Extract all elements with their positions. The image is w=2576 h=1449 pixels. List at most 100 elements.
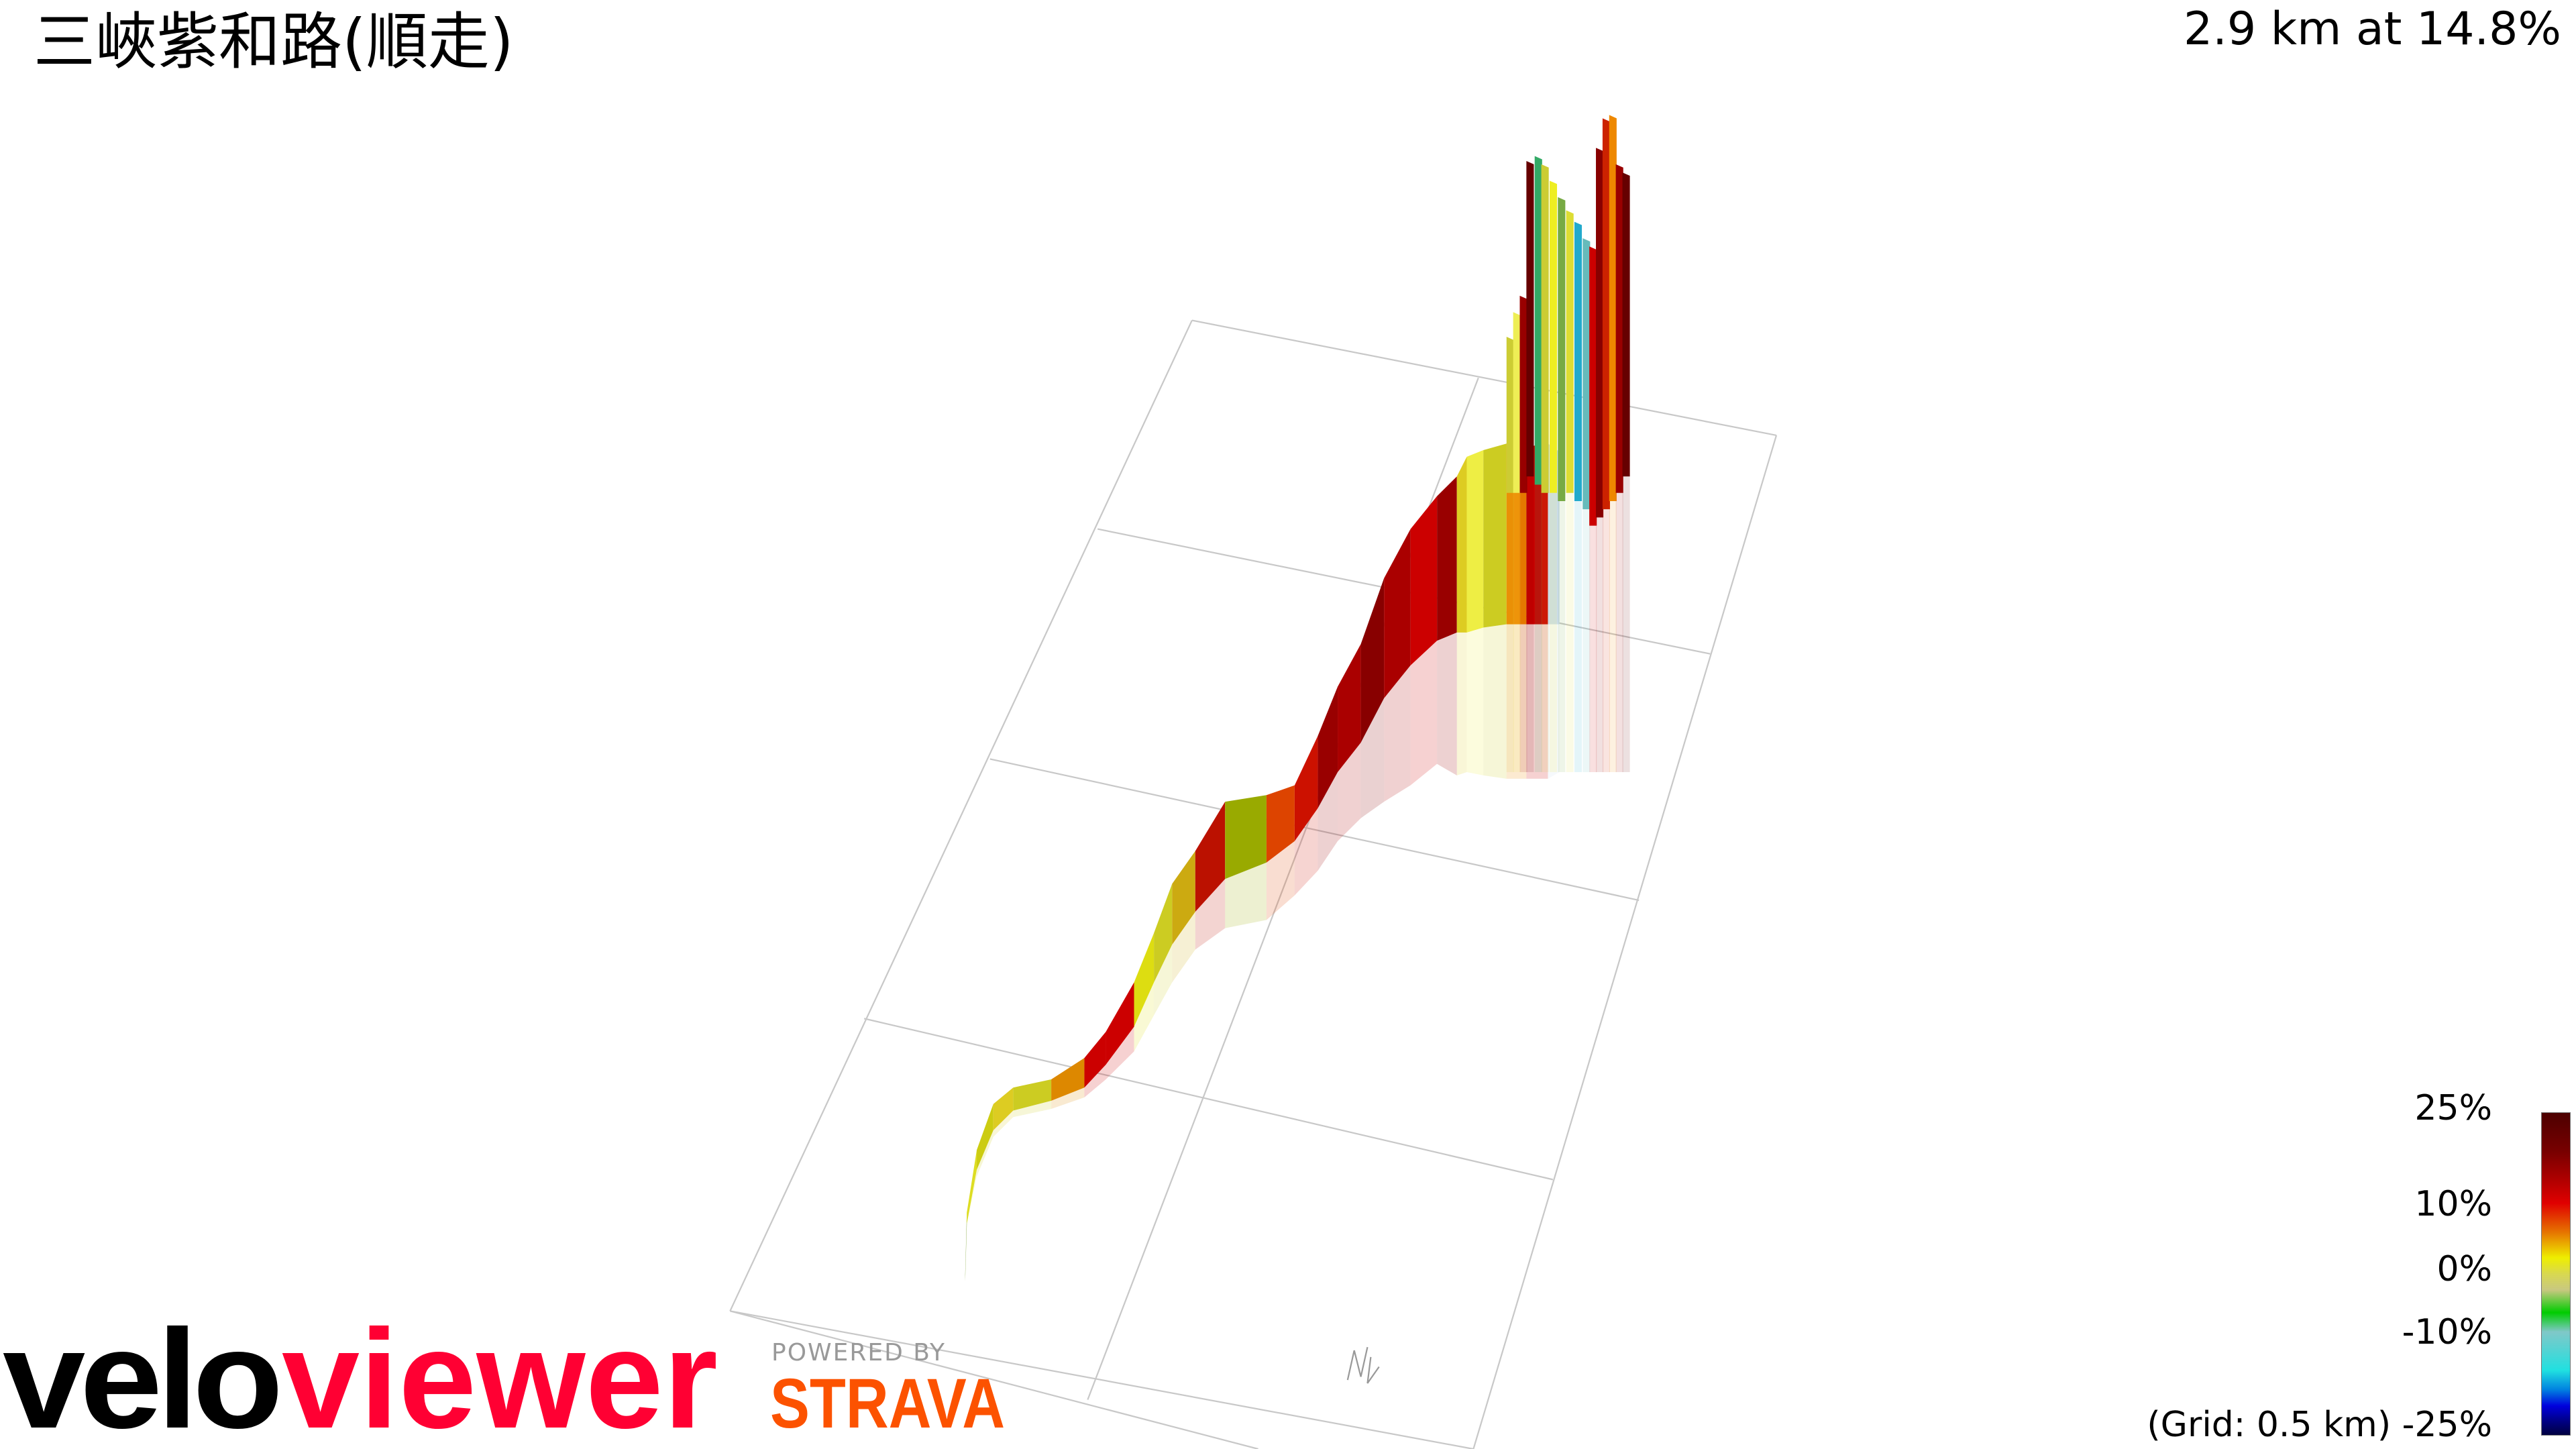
ribbon-climb-strip — [1609, 115, 1617, 501]
ribbon-segment — [1466, 450, 1484, 633]
ribbon-shadow-segment — [1558, 500, 1566, 773]
ribbon-shadow-segment — [1566, 492, 1574, 773]
gradient-colorbar — [2541, 1112, 2571, 1436]
ribbon-shadow-segment — [1154, 945, 1173, 1016]
ribbon-shadow-segment — [1410, 641, 1438, 786]
ribbon-shadow-segment — [1466, 627, 1484, 775]
grid-scale-label: (Grid: 0.5 km) — [2147, 1405, 2392, 1445]
ribbon-shadow-segment — [1051, 1087, 1085, 1110]
ribbon-shadow-segment — [1548, 624, 1560, 779]
ribbon-shadow-segment — [1609, 500, 1617, 773]
colorbar-tick-10: 10% — [2414, 1184, 2492, 1224]
ribbon-shadow-segment — [1172, 912, 1195, 983]
branding: velo viewer POWERED BY STRAVA — [3, 1300, 1005, 1449]
grid-line — [989, 758, 1640, 902]
ribbon-segment — [1338, 644, 1361, 773]
ribbon-segment — [977, 1104, 994, 1170]
grid-line — [863, 1018, 1554, 1181]
colorbar-tick-0: 0% — [2436, 1249, 2493, 1289]
ribbon-shadow-segment — [1589, 525, 1597, 773]
ribbon-shadow-segment — [1437, 632, 1457, 775]
ribbon-segment — [1410, 496, 1438, 665]
ribbon-climb-strip — [1506, 337, 1514, 493]
ribbon-segment — [1106, 982, 1134, 1065]
ribbon-segment — [967, 1150, 977, 1224]
ribbon-segment — [1318, 686, 1338, 808]
ribbon-climb-strip — [1602, 118, 1610, 510]
ribbon-shadow-segment — [1483, 624, 1507, 779]
logo-velo: velo — [3, 1300, 278, 1449]
ribbon-segment — [1051, 1058, 1085, 1101]
ribbon-climb-strip — [1566, 210, 1574, 493]
ribbon-shadow-segment — [993, 1110, 1014, 1137]
ribbon-shadow-segment — [1384, 665, 1411, 802]
ribbon-shadow-segment — [1338, 742, 1361, 841]
ribbon-shadow-segment — [1541, 492, 1549, 773]
ribbon-climb-strip — [1574, 221, 1582, 501]
colorbar-tick-minus25-label: -25% — [2402, 1405, 2492, 1445]
powered-by-label: POWERED BY — [771, 1339, 946, 1366]
ribbon-shadow-segment — [1615, 492, 1623, 773]
ribbon-segment — [1084, 1031, 1106, 1088]
ribbon-segment — [1437, 476, 1457, 641]
ribbon-segment — [1294, 736, 1318, 841]
strava-logo: STRAVA — [770, 1364, 1005, 1443]
ribbon-segment — [1266, 785, 1295, 863]
ribbon-segment — [993, 1087, 1014, 1130]
ribbon-segment — [1172, 851, 1195, 945]
ribbon-shadow-segment — [1526, 476, 1534, 773]
ribbon-shadow-segment — [1195, 879, 1226, 950]
ribbon-climb-strip — [1596, 148, 1604, 518]
ribbon-climb-strip — [1622, 172, 1630, 477]
ribbon-shadow-segment — [1013, 1100, 1052, 1118]
ribbon-shadow-segment — [1294, 808, 1318, 896]
ribbon-shadow-segment — [1596, 517, 1604, 773]
ribbon-shadow-segment — [1360, 698, 1385, 818]
ribbon-shadow-segment — [1519, 492, 1527, 773]
ribbon-climb-strip — [1558, 197, 1566, 501]
page-title: 三峽紫和路(順走) — [34, 6, 514, 78]
ribbon-shadow-segment — [1225, 862, 1267, 928]
ribbon-shadow-segment — [1534, 484, 1542, 773]
ribbon-segment — [1483, 443, 1507, 628]
ribbon-shadow-segment — [977, 1130, 994, 1177]
ribbon-climb-strip — [1519, 295, 1527, 493]
ribbon-shadow-segment — [1602, 509, 1610, 773]
grid-line — [1191, 319, 1777, 437]
ribbon-shadow-segment — [1574, 500, 1582, 773]
colorbar-tick-minus25: (Grid: 0.5 km) -25% — [2147, 1405, 2492, 1445]
ribbon-shadow-segment — [1526, 624, 1548, 779]
grid-line — [730, 1310, 1258, 1449]
logo-viewer: viewer — [282, 1300, 718, 1449]
ribbon-shadow-segment — [1549, 492, 1558, 773]
ribbon-shadow-segment — [1134, 982, 1155, 1052]
north-arrow-icon — [1346, 1346, 1380, 1384]
ribbon-shadow-segment — [1456, 632, 1467, 775]
ribbon-climb-strip — [1513, 312, 1521, 493]
route-ribbon — [965, 115, 1630, 1282]
grid-line — [730, 1310, 1474, 1449]
ribbon-climb-strip — [1582, 238, 1591, 510]
ribbon-climb-strip — [1589, 246, 1597, 526]
grid-line — [1472, 435, 1778, 1449]
ribbon-segment — [1456, 456, 1467, 633]
ribbon-segment — [1384, 529, 1411, 698]
ribbon-shadow-segment — [1084, 1064, 1106, 1097]
ribbon-shadow-segment — [1582, 509, 1591, 773]
ribbon-shadow-segment — [1318, 772, 1338, 871]
ribbon-shadow-segment — [1106, 1026, 1134, 1079]
grid-line — [729, 320, 1193, 1311]
ribbon-shadow-segment — [1622, 476, 1630, 773]
ribbon-segment — [1134, 933, 1155, 1027]
ribbon-shadow-segment — [1506, 492, 1514, 773]
ribbon-climb-strip — [1534, 156, 1542, 485]
ribbon-climb-strip — [1526, 161, 1534, 477]
ribbon-climb-strip — [1615, 164, 1623, 493]
ribbon-segment — [965, 1212, 967, 1282]
ribbon-segment — [1225, 795, 1267, 879]
ribbon-segment — [1195, 802, 1226, 912]
colorbar-tick-25: 25% — [2414, 1088, 2492, 1128]
colorbar-tick-minus10: -10% — [2402, 1312, 2492, 1352]
ribbon-shadow-segment — [1513, 492, 1521, 773]
